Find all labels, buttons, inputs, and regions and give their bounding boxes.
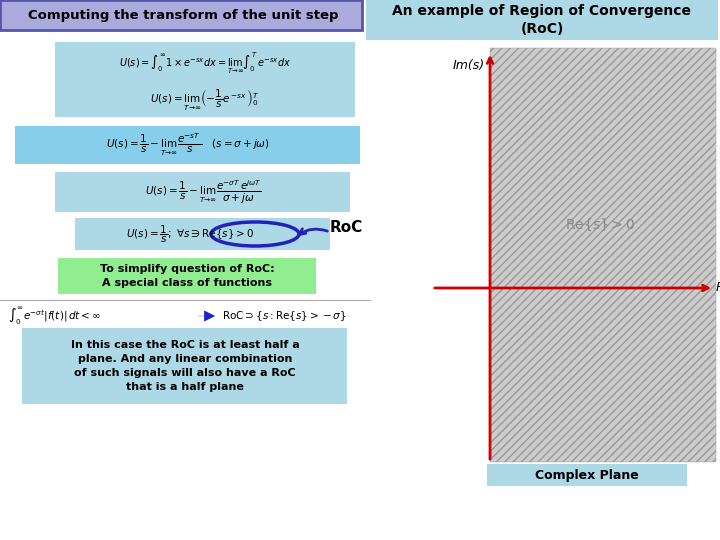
Text: $U(s) = \dfrac{1}{s};\; \forall s \ni \mathrm{Re}\{s\} > 0$: $U(s) = \dfrac{1}{s};\; \forall s \ni \m…: [126, 224, 254, 245]
Text: Re(s): Re(s): [716, 281, 720, 294]
Bar: [487, 464, 687, 486]
Text: $U(s) = \int_0^{\infty} 1 \times e^{-sx}dx = \lim_{T\to\infty}\int_0^{T} e^{-sx}: $U(s) = \int_0^{\infty} 1 \times e^{-sx}…: [119, 50, 291, 76]
Bar: [75, 218, 330, 250]
FancyBboxPatch shape: [366, 0, 718, 40]
Bar: [22, 328, 347, 404]
Text: Computing the transform of the unit step: Computing the transform of the unit step: [28, 10, 338, 23]
Text: RoC: RoC: [330, 220, 364, 235]
Text: Complex Plane: Complex Plane: [535, 469, 639, 482]
Text: $U(s) = \lim_{T\to\infty}\left(-\dfrac{1}{s}e^{\,-sx}\right)_0^{T}$: $U(s) = \lim_{T\to\infty}\left(-\dfrac{1…: [150, 87, 260, 112]
Text: Im(s): Im(s): [453, 59, 485, 72]
Bar: [15, 126, 360, 164]
Text: $U(s) = \dfrac{1}{s} - \lim_{T\to\infty}\dfrac{e^{-\sigma T}e^{j\omega T}}{\sigm: $U(s) = \dfrac{1}{s} - \lim_{T\to\infty}…: [145, 179, 261, 206]
Bar: [430, 48, 716, 462]
FancyBboxPatch shape: [0, 0, 362, 30]
Text: To simplify question of RoC:
A special class of functions: To simplify question of RoC: A special c…: [99, 265, 274, 288]
Bar: [490, 48, 716, 462]
Text: $U(s) = \dfrac{1}{s} - \lim_{T\to\infty}\dfrac{e^{-sT}}{s} \quad (s = \sigma + j: $U(s) = \dfrac{1}{s} - \lim_{T\to\infty}…: [106, 132, 270, 158]
Text: $\mathrm{Re}\{s\} > 0$: $\mathrm{Re}\{s\} > 0$: [565, 217, 635, 233]
Text: $\int_0^{\infty} e^{-\sigma t}|f(t)|\, dt < \infty$: $\int_0^{\infty} e^{-\sigma t}|f(t)|\, d…: [8, 305, 101, 327]
Bar: [55, 172, 350, 212]
FancyArrowPatch shape: [198, 310, 215, 321]
Bar: [58, 258, 316, 294]
Text: In this case the RoC is at least half a
plane. And any linear combination
of suc: In this case the RoC is at least half a …: [71, 340, 300, 392]
Bar: [55, 42, 355, 117]
Text: An example of Region of Convergence
(RoC): An example of Region of Convergence (RoC…: [392, 4, 691, 36]
Text: $\mathrm{RoC} \supset \{s: \mathrm{Re}\{s\} > -\sigma\}$: $\mathrm{RoC} \supset \{s: \mathrm{Re}\{…: [222, 309, 346, 323]
